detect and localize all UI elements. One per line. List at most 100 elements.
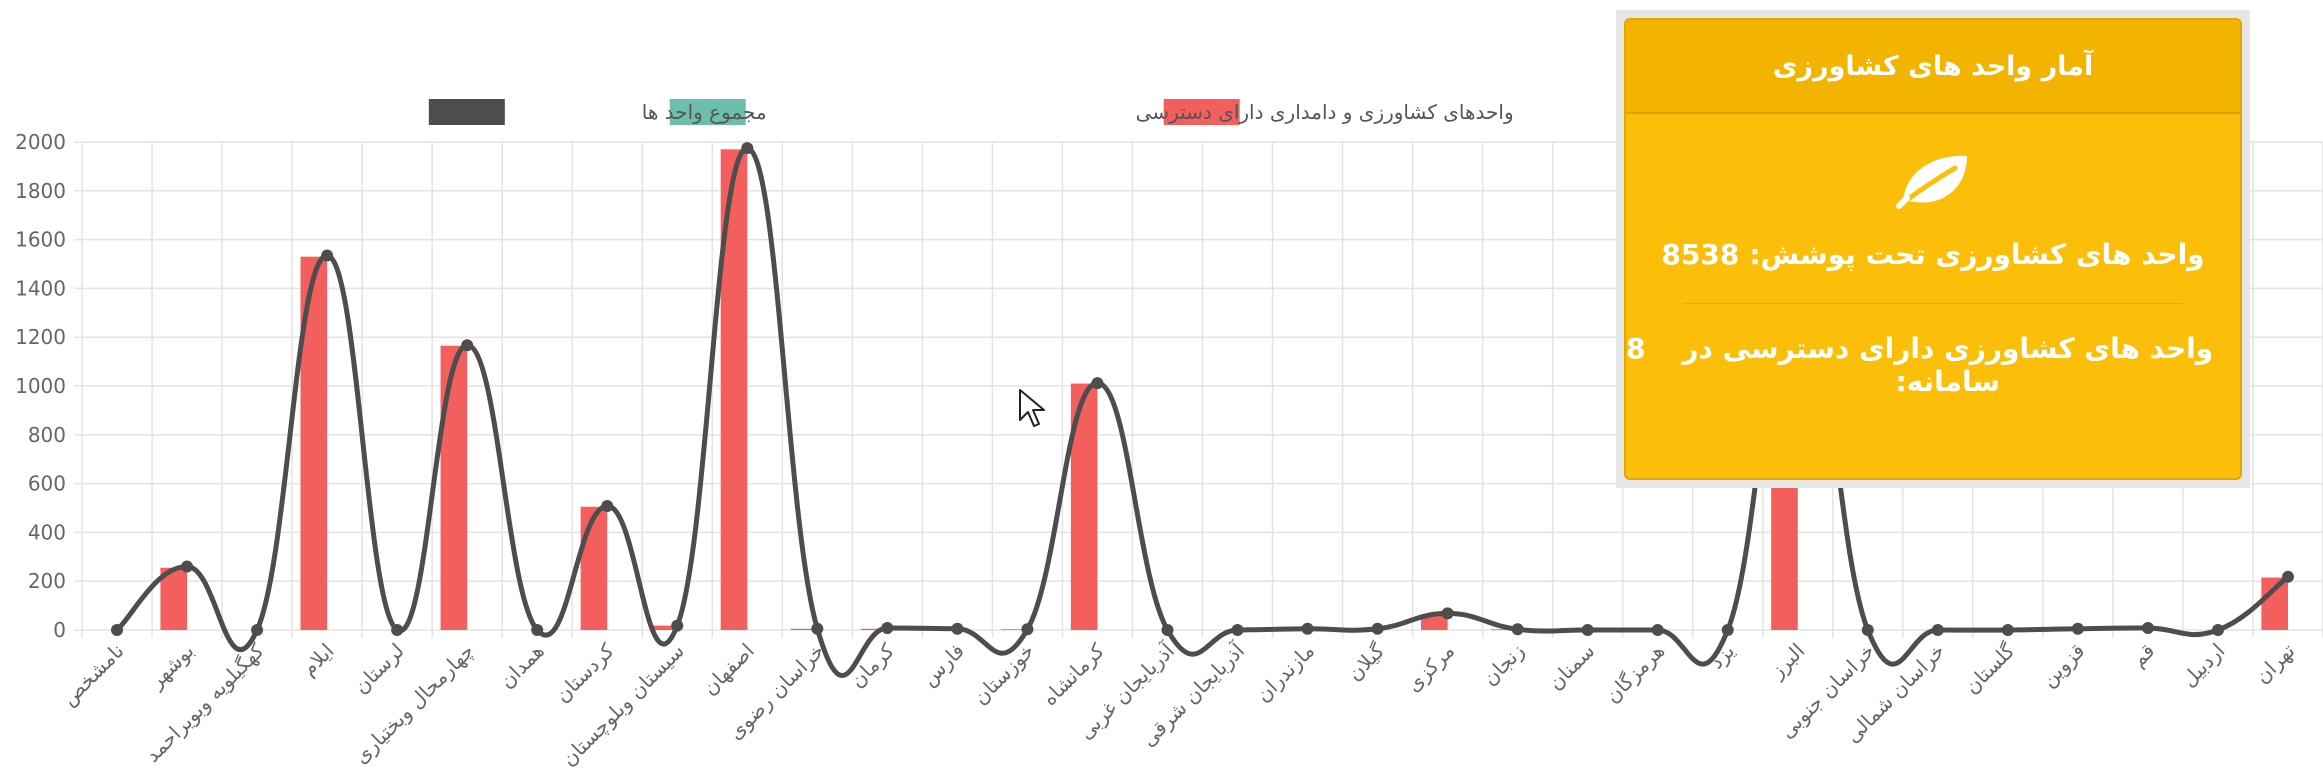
total-point-27[interactable]: [2001, 624, 2014, 636]
legend-item-1[interactable]: واحدهای کشاورزی و دامداری دارای دسترسی: [669, 99, 1514, 125]
x-tick-label: البرز: [1764, 639, 1809, 684]
x-tick-label: مازندران: [1251, 639, 1319, 707]
x-tick-label: کرمانشاه: [1037, 638, 1109, 710]
legend-label: واحدهای کشاورزی و دامداری دارای دسترسی: [1136, 100, 1514, 124]
total-point-22[interactable]: [1651, 624, 1664, 636]
y-tick-label: 400: [28, 520, 66, 544]
access-units-value: 8: [1626, 332, 1646, 365]
bar-no-access-7[interactable]: [580, 506, 608, 630]
total-point-21[interactable]: [1581, 624, 1594, 636]
total-point-19[interactable]: [1441, 607, 1454, 620]
x-tick-label: ایلام: [297, 639, 339, 681]
total-point-6[interactable]: [531, 624, 544, 636]
y-tick-label: 800: [28, 423, 66, 447]
bar-no-access-20[interactable]: [1491, 629, 1518, 630]
stat-card-body: واحد های کشاورزی تحت پوشش: 8538 واحد های…: [1626, 114, 2240, 398]
x-tick-label: یزد: [1704, 639, 1739, 674]
x-tick-label: قزوین: [2036, 639, 2089, 692]
bar-no-access-10[interactable]: [790, 628, 818, 630]
mouse-cursor-icon: [1019, 389, 1045, 427]
legend-item-2[interactable]: مجموع واحد ها: [428, 99, 767, 125]
bar-no-access-1[interactable]: [160, 567, 188, 630]
stat-card-frame: آمار واحد های کشاورزی واحد های کشاورزی ت…: [1616, 10, 2250, 488]
x-tick-label: سمنان: [1543, 639, 1599, 695]
x-tick-label: همدان: [494, 639, 548, 693]
y-tick-label: 1000: [15, 374, 66, 398]
x-tick-label: قم: [2126, 639, 2159, 672]
y-tick-label: 1600: [15, 228, 66, 252]
total-point-20[interactable]: [1511, 623, 1524, 636]
x-tick-label: تهران: [2250, 639, 2300, 689]
x-tick-label: گیلان: [1342, 638, 1389, 685]
bar-no-access-8[interactable]: [650, 625, 678, 630]
bar-no-access-5[interactable]: [440, 345, 468, 630]
total-point-16[interactable]: [1231, 624, 1244, 636]
x-tick-label: گلستان: [1959, 638, 2019, 698]
covered-units-line: واحد های کشاورزی تحت پوشش: 8538: [1626, 238, 2240, 271]
legend-swatch: [428, 99, 505, 125]
total-point-31[interactable]: [2281, 570, 2294, 583]
total-point-13[interactable]: [1021, 623, 1034, 636]
total-point-23[interactable]: [1721, 624, 1734, 636]
x-tick-label: زنجان: [1478, 639, 1530, 691]
total-point-10[interactable]: [811, 622, 824, 635]
y-tick-label: 600: [28, 472, 66, 496]
total-point-1[interactable]: [181, 560, 194, 573]
x-tick-label: بوشهر: [143, 639, 198, 694]
legend-swatch: [1163, 99, 1240, 125]
x-tick-label: کهگیلویه وبویراحمد: [140, 638, 269, 767]
bar-no-access-19[interactable]: [1420, 614, 1448, 630]
access-units-line: واحد های کشاورزی دارای دسترسی در سامانه:…: [1626, 332, 2240, 398]
total-point-29[interactable]: [2141, 622, 2154, 635]
y-axis-ticks: 0 200 400 600 800 1000 1200 1400 1600 1800 2000: [15, 130, 66, 642]
total-point-17[interactable]: [1301, 622, 1314, 635]
bar-no-access-11[interactable]: [860, 628, 888, 630]
x-tick-label: لرستان: [349, 639, 409, 699]
x-tick-label: مرکزی: [1401, 639, 1459, 697]
total-point-15[interactable]: [1161, 624, 1174, 636]
total-point-2[interactable]: [251, 624, 264, 636]
y-tick-label: 0: [53, 618, 66, 642]
x-tick-label: نامشخص: [57, 639, 129, 711]
total-point-30[interactable]: [2211, 624, 2224, 636]
legend-label: مجموع واحد ها: [642, 100, 767, 124]
covered-units-label: واحد های کشاورزی تحت پوشش:: [1749, 238, 2205, 271]
covered-units-value: 8538: [1661, 238, 1740, 271]
total-point-3[interactable]: [321, 249, 334, 262]
x-tick-label: هرمزگان: [1600, 639, 1669, 708]
stat-card-title: آمار واحد های کشاورزی: [1626, 20, 2240, 114]
y-tick-label: 1200: [15, 325, 66, 349]
total-point-26[interactable]: [1931, 624, 1944, 636]
x-tick-label: اصفهان: [698, 639, 759, 700]
total-point-12[interactable]: [951, 622, 964, 635]
y-tick-label: 2000: [15, 130, 66, 154]
total-point-11[interactable]: [881, 622, 894, 635]
total-point-5[interactable]: [461, 339, 474, 352]
y-tick-label: 1400: [15, 276, 66, 300]
x-tick-label: اردبیل: [2177, 639, 2230, 692]
total-point-4[interactable]: [391, 624, 404, 636]
total-point-8[interactable]: [671, 619, 684, 632]
x-tick-label: سیستان وبلوچستان: [557, 639, 689, 771]
total-point-0[interactable]: [111, 624, 124, 636]
y-tick-label: 1800: [15, 179, 66, 203]
access-units-label: واحد های کشاورزی دارای دسترسی در سامانه:: [1682, 332, 2214, 398]
total-point-28[interactable]: [2071, 622, 2084, 635]
total-point-14[interactable]: [1091, 377, 1104, 390]
x-tick-label: چهارمحال وبختیاری: [349, 639, 479, 769]
total-point-25[interactable]: [1861, 624, 1874, 636]
total-point-9[interactable]: [741, 142, 754, 155]
total-point-18[interactable]: [1371, 622, 1384, 635]
x-tick-label: خوزستان: [968, 639, 1039, 710]
leaf-icon: [1896, 155, 1967, 209]
stat-divider: [1683, 303, 2183, 304]
legend-swatch: [669, 99, 746, 125]
stat-card: آمار واحد های کشاورزی واحد های کشاورزی ت…: [1624, 18, 2242, 480]
total-point-7[interactable]: [601, 500, 614, 513]
x-tick-label: فارس: [917, 639, 969, 691]
y-tick-label: 200: [28, 569, 66, 593]
bar-no-access-13[interactable]: [1000, 629, 1028, 630]
x-tick-label: کردستان: [550, 638, 619, 707]
